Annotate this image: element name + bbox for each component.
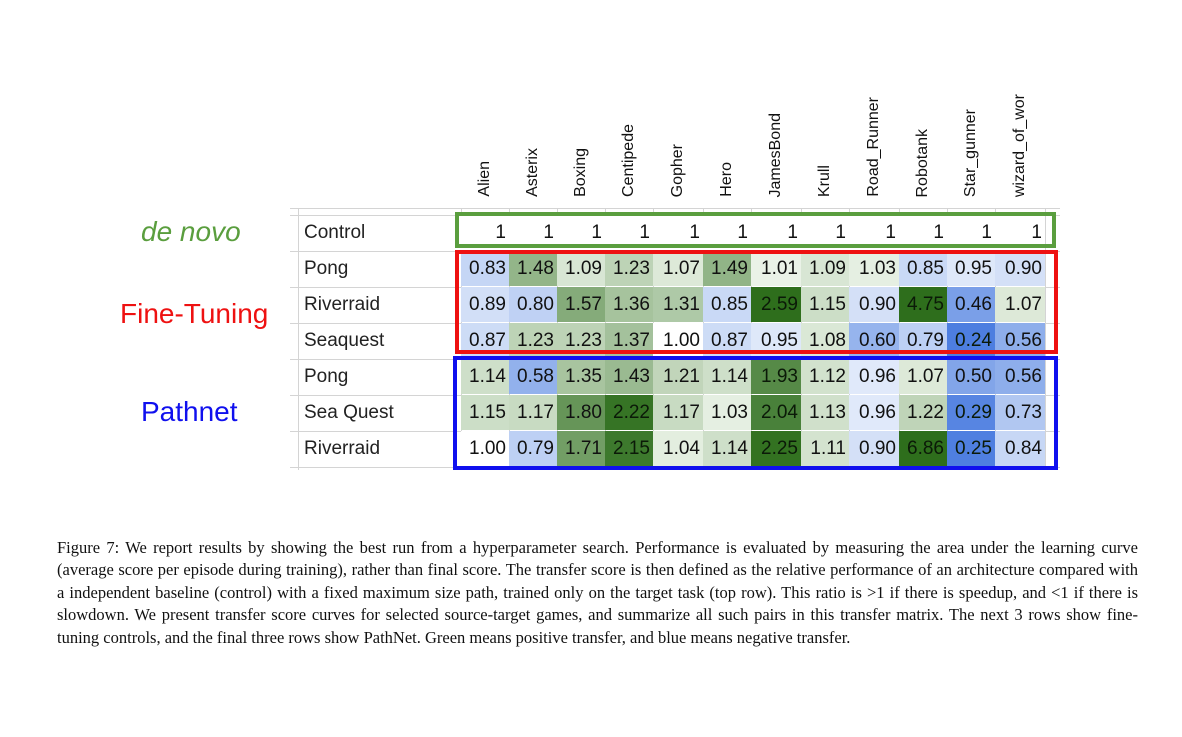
- row-label: Pong: [304, 258, 349, 279]
- table-cell: 1.49: [703, 251, 751, 286]
- table-cell: 1.36: [605, 287, 653, 322]
- table-cell: 1.71: [557, 431, 605, 466]
- column-header-alien: Alien: [476, 161, 493, 197]
- table-cell: 1.17: [653, 395, 703, 430]
- row-label: Pong: [304, 366, 349, 387]
- column-header-krull: Krull: [816, 164, 833, 197]
- row-label: Riverraid: [304, 438, 381, 459]
- table-cell: 1.57: [557, 287, 605, 322]
- table-cell: 1.03: [703, 395, 751, 430]
- group-label-de-novo: de novo: [141, 216, 241, 247]
- column-header-centipede: Centipede: [620, 124, 637, 197]
- table-cell: 0.84: [995, 431, 1045, 466]
- table-cell: 1.07: [653, 251, 703, 286]
- table-cell: 1.23: [605, 251, 653, 286]
- table-cell: 0.29: [947, 395, 995, 430]
- column-header-asterix: Asterix: [524, 148, 541, 197]
- column-header-gopher: Gopher: [669, 143, 686, 197]
- de-novo-highlight-box: [455, 212, 1056, 248]
- table-cell: 0.56: [995, 359, 1045, 394]
- table-cell: 1.07: [995, 287, 1045, 322]
- table-cell: 1.13: [801, 395, 849, 430]
- table-cell: 0.96: [849, 359, 899, 394]
- table-cell: 1.11: [801, 431, 849, 466]
- table-cell: 2.04: [751, 395, 801, 430]
- table-cell: 2.25: [751, 431, 801, 466]
- table-cell: 1.35: [557, 359, 605, 394]
- table-cell: 1.14: [461, 359, 509, 394]
- row-label: Riverraid: [304, 294, 381, 315]
- table-cell: 1.03: [849, 251, 899, 286]
- column-header-star-gunner: Star_gunner: [962, 108, 979, 197]
- table-cell: 0.90: [849, 287, 899, 322]
- table-cell: 6.86: [899, 431, 947, 466]
- fine-tuning-highlight-box: [455, 250, 1058, 354]
- grid-line: [298, 208, 299, 470]
- table-cell: 1.15: [801, 287, 849, 322]
- table-cell: 1.04: [653, 431, 703, 466]
- table-cell: 1.12: [801, 359, 849, 394]
- table-cell: 0.79: [509, 431, 557, 466]
- table-cell: 1.14: [703, 359, 751, 394]
- group-label-fine-tuning: Fine-Tuning: [120, 298, 269, 329]
- column-header-boxing: Boxing: [572, 148, 589, 197]
- table-cell: 0.25: [947, 431, 995, 466]
- table-cell: 0.46: [947, 287, 995, 322]
- table-cell: 0.73: [995, 395, 1045, 430]
- column-header-wizard-of-wor: wizard_of_wor: [1011, 93, 1028, 197]
- figure-caption: Figure 7: We report results by showing t…: [57, 538, 1138, 647]
- table-cell: 1.22: [899, 395, 947, 430]
- table-cell: 0.96: [849, 395, 899, 430]
- grid-line: [290, 208, 1060, 209]
- table-cell: 1.31: [653, 287, 703, 322]
- table-cell: 1.93: [751, 359, 801, 394]
- table-cell: 1.15: [461, 395, 509, 430]
- table-cell: 1.17: [509, 395, 557, 430]
- table-cell: 1.43: [605, 359, 653, 394]
- table-cell: 1.01: [751, 251, 801, 286]
- table-cell: 1.00: [461, 431, 509, 466]
- table-cell: 1.09: [801, 251, 849, 286]
- table-cell: 1.48: [509, 251, 557, 286]
- column-header-hero: Hero: [718, 162, 735, 197]
- pathnet-highlight-box: [453, 356, 1058, 470]
- table-cell: 1.09: [557, 251, 605, 286]
- table-cell: 1.14: [703, 431, 751, 466]
- group-label-pathnet: Pathnet: [141, 396, 238, 427]
- table-cell: 1.07: [899, 359, 947, 394]
- column-header-road-runner: Road_Runner: [865, 97, 882, 197]
- column-header-robotank: Robotank: [914, 128, 931, 198]
- table-cell: 0.85: [703, 287, 751, 322]
- table-cell: 0.89: [461, 287, 509, 322]
- table-cell: 2.59: [751, 287, 801, 322]
- table-cell: 0.80: [509, 287, 557, 322]
- table-cell: 1.80: [557, 395, 605, 430]
- table-cell: 0.90: [849, 431, 899, 466]
- table-cell: 2.15: [605, 431, 653, 466]
- table-cell: 2.22: [605, 395, 653, 430]
- table-cell: 0.83: [461, 251, 509, 286]
- row-label: Seaquest: [304, 330, 385, 351]
- table-cell: 4.75: [899, 287, 947, 322]
- grid-line: [1045, 208, 1046, 470]
- column-header-jamesbond: JamesBond: [767, 112, 784, 198]
- table-cell: 0.50: [947, 359, 995, 394]
- table-cell: 0.90: [995, 251, 1045, 286]
- row-label: Sea Quest: [304, 402, 394, 423]
- table-cell: 0.85: [899, 251, 947, 286]
- table-cell: 1.21: [653, 359, 703, 394]
- row-label: Control: [304, 222, 366, 243]
- table-cell: 0.95: [947, 251, 995, 286]
- table-cell: 0.58: [509, 359, 557, 394]
